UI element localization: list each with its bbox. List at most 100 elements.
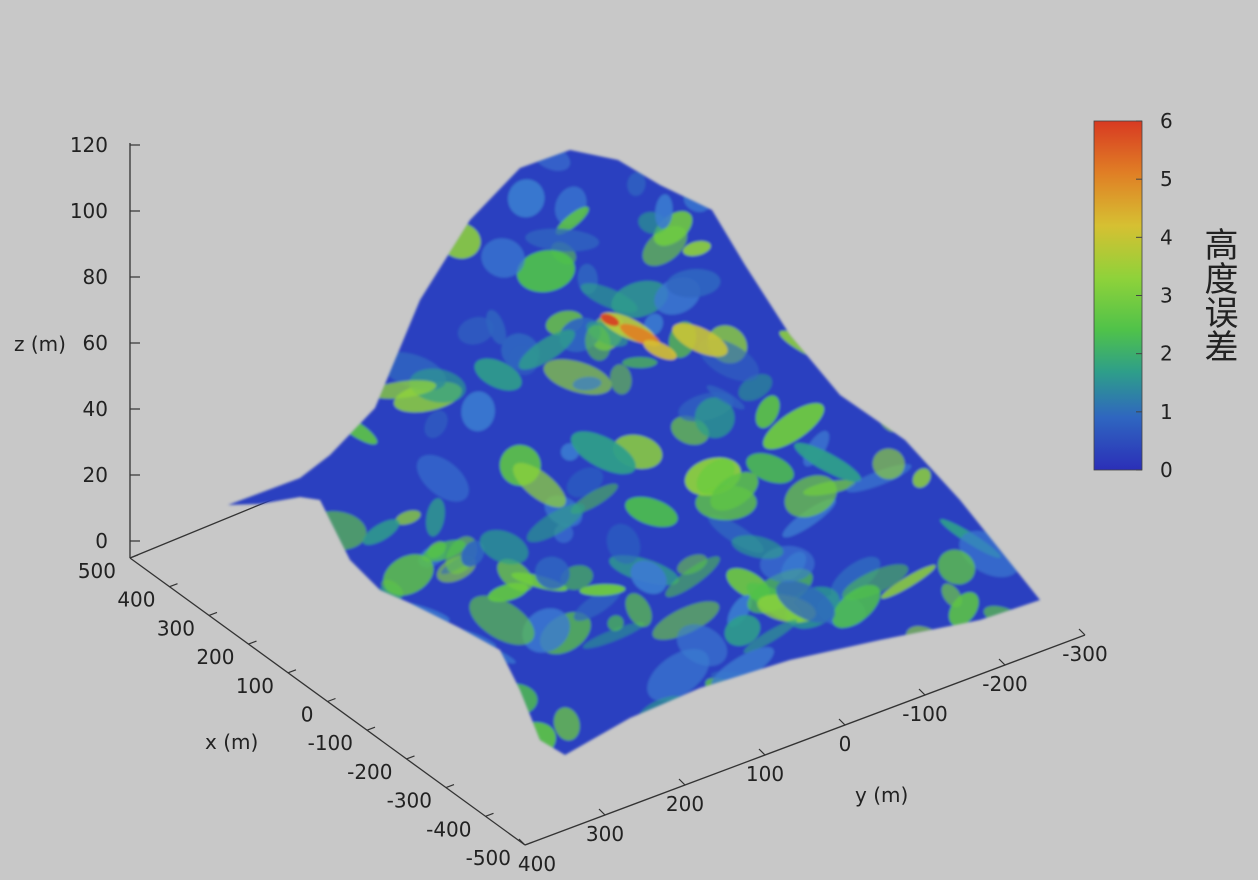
surface-patch: [724, 615, 761, 646]
y-tick-label: 100: [746, 762, 784, 786]
surface-patch: [298, 575, 355, 608]
surface-patch: [984, 258, 1009, 276]
surface-patch: [566, 467, 604, 498]
x-tick-label: 200: [196, 645, 234, 669]
surface-patch: [853, 259, 886, 294]
colorbar-tick-label: 2: [1160, 342, 1173, 366]
surface-patch: [526, 503, 585, 543]
surface-patch: [352, 678, 412, 698]
colorbar-tick-label: 0: [1160, 458, 1173, 482]
surface-patch: [256, 543, 279, 568]
surface-patch: [422, 539, 466, 562]
surface-patch: [895, 187, 930, 217]
z-tick-label: 120: [70, 133, 108, 157]
y-tick-label: 300: [586, 822, 624, 846]
surface-patch: [911, 679, 977, 695]
surface-patch: [416, 454, 469, 502]
surface-patch: [457, 317, 494, 345]
surface-patch: [421, 693, 469, 738]
surface-patch: [266, 356, 302, 390]
surface-patch: [789, 751, 865, 755]
colorbar-tick-label: 5: [1160, 167, 1173, 191]
surface-patch: [585, 324, 611, 361]
y-tick: [998, 658, 1006, 666]
surface-patch: [525, 228, 600, 252]
surface-patch: [647, 648, 710, 702]
surface-patch: [368, 241, 428, 278]
surface-patch: [898, 663, 919, 698]
surface-patch: [705, 677, 772, 718]
y-tick-label: -100: [902, 702, 947, 726]
surface-patch: [920, 216, 966, 256]
x-tick-label: 100: [236, 674, 274, 698]
x-tick: [129, 554, 139, 559]
surface-patch: [397, 210, 433, 245]
surface-patch: [362, 519, 400, 545]
surface-patch: [344, 257, 412, 301]
colorbar-gradient: [1093, 120, 1143, 471]
surface-patch: [888, 668, 929, 694]
y-tick: [1078, 628, 1086, 636]
surface-patch: [301, 628, 340, 646]
x-tick: [287, 669, 297, 674]
surface-patch: [779, 687, 810, 715]
surface-patch: [803, 479, 856, 496]
surface-patch: [614, 744, 635, 755]
surface-patch: [880, 564, 936, 599]
surface-patch: [485, 150, 515, 176]
surface-patch: [743, 619, 798, 654]
z-tick-label: 80: [83, 265, 108, 289]
surface-patch: [706, 385, 745, 410]
surface-patch: [555, 206, 589, 235]
surface-patch: [635, 728, 661, 755]
surface-patch: [290, 307, 331, 343]
x-tick-label: 0: [301, 703, 314, 727]
surface-patch: [990, 194, 1021, 226]
y-tick: [918, 688, 926, 696]
surface-patch: [571, 431, 636, 475]
surface-patch: [959, 739, 1010, 755]
surface-patch: [291, 388, 313, 408]
x-tick-label: -500: [466, 846, 511, 870]
surface-patch: [513, 462, 566, 508]
surface-patch: [228, 449, 263, 479]
surface-patch: [273, 162, 295, 193]
colorbar-tick-label: 6: [1160, 109, 1173, 133]
surface-patch: [469, 595, 535, 645]
colorbar-ticks: 0 1 2 3 4 5 6: [1136, 109, 1173, 482]
z-tick-label: 0: [95, 529, 108, 553]
surface-patch: [755, 395, 780, 429]
surface-patch: [237, 321, 285, 344]
surface-patch: [666, 268, 721, 298]
x-tick-label: 500: [78, 559, 116, 583]
surface-patch: [252, 194, 275, 206]
surface-patch: [474, 358, 522, 391]
y-tick: [758, 748, 766, 756]
surface-patch: [859, 245, 893, 273]
surface-patch: [763, 403, 825, 450]
surface-patch: [1009, 254, 1040, 293]
surface-patch: [228, 263, 269, 305]
surface-patch: [655, 194, 673, 229]
y-tick: [598, 808, 606, 816]
x-tick: [327, 697, 336, 703]
colorbar-tick-label: 4: [1160, 225, 1173, 249]
surface-patch: [908, 150, 953, 169]
surface-patch: [582, 622, 645, 649]
surface-patch: [259, 297, 303, 331]
surface-patch: [725, 702, 784, 740]
surface-patch: [665, 556, 720, 598]
surface-patch: [642, 225, 688, 266]
surface-patch: [941, 630, 976, 664]
surface-patch: [479, 529, 529, 565]
surface-layer: [228, 150, 1040, 755]
surface-patch: [573, 586, 621, 621]
surface-patch: [630, 560, 667, 594]
surface-patch: [481, 238, 525, 278]
y-tick: [678, 778, 686, 786]
surface-patch: [610, 364, 632, 395]
surface-patch: [909, 653, 986, 678]
surface-patch: [801, 150, 838, 168]
surface-patch: [997, 427, 1016, 458]
